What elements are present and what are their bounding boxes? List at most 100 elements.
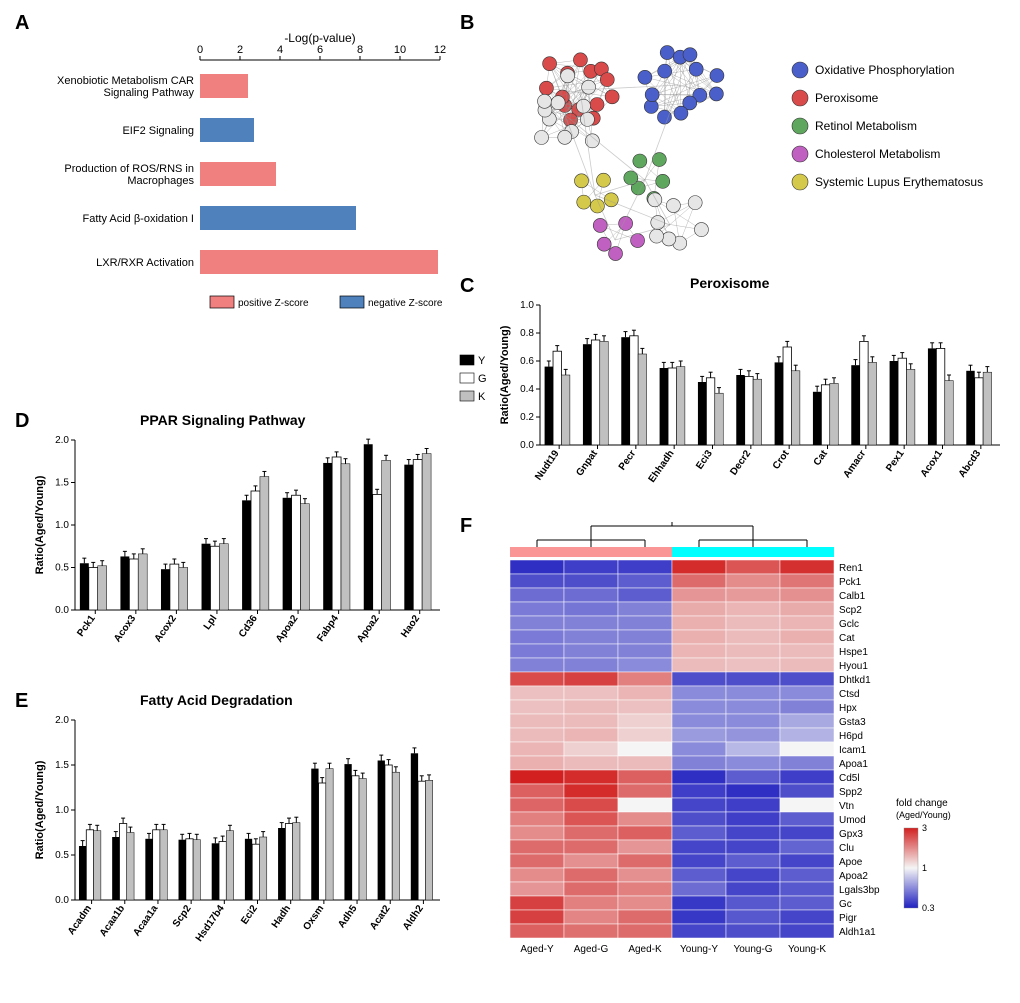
svg-text:0.0: 0.0 [55, 895, 69, 906]
svg-text:Acox1: Acox1 [919, 448, 945, 479]
panel-b-network: Oxidative Phosphorylation Peroxisome Retin… [470, 30, 1010, 290]
svg-text:(Aged/Young): (Aged/Young) [896, 810, 951, 820]
svg-text:Aged-K: Aged-K [628, 944, 662, 955]
svg-text:Pck1: Pck1 [839, 577, 862, 588]
panel-c-title: Peroxisome [690, 275, 769, 291]
svg-text:4: 4 [277, 44, 283, 56]
panel-c-chart: 0.00.20.40.60.81.0Ratio(Aged/Young)Nudt1… [470, 295, 1010, 515]
svg-text:3: 3 [922, 823, 927, 833]
panel-d-title: PPAR Signaling Pathway [140, 412, 305, 428]
svg-text:Acaa1b: Acaa1b [98, 903, 127, 938]
figure: A -Log(p-value)024681012Xenobiotic Metab… [10, 10, 1010, 993]
svg-text:Retinol Metabolism: Retinol Metabolism [815, 119, 917, 133]
svg-text:-Log(p-value): -Log(p-value) [284, 31, 355, 45]
svg-text:Signaling Pathway: Signaling Pathway [103, 87, 194, 99]
svg-text:Vtn: Vtn [839, 801, 854, 812]
svg-text:Oxsm: Oxsm [301, 903, 326, 932]
svg-text:Hyou1: Hyou1 [839, 661, 868, 672]
svg-text:positive Z-score: positive Z-score [238, 298, 309, 309]
svg-text:Apoa2: Apoa2 [274, 613, 301, 645]
svg-text:0.2: 0.2 [520, 412, 534, 423]
svg-text:Cd5l: Cd5l [839, 773, 860, 784]
svg-text:Amacr: Amacr [841, 448, 868, 480]
svg-text:Decr2: Decr2 [728, 448, 753, 477]
svg-text:Cat: Cat [812, 448, 831, 468]
svg-text:Eci2: Eci2 [239, 903, 260, 927]
svg-text:Gsta3: Gsta3 [839, 717, 866, 728]
svg-text:K: K [478, 391, 486, 403]
svg-text:Ren1: Ren1 [839, 563, 863, 574]
svg-text:Hsd17b4: Hsd17b4 [194, 903, 227, 944]
svg-text:0.3: 0.3 [922, 903, 935, 913]
svg-text:Lgals3bp: Lgals3bp [839, 885, 880, 896]
svg-text:Hao2: Hao2 [399, 613, 422, 640]
panel-e-chart: 0.00.51.01.52.0Ratio(Aged/Young)AcadmAca… [20, 710, 450, 980]
panel-f-label: F [460, 515, 472, 538]
svg-text:Gc: Gc [839, 899, 852, 910]
svg-text:1.5: 1.5 [55, 478, 69, 489]
svg-text:Aldh2: Aldh2 [401, 903, 426, 932]
svg-text:Cd36: Cd36 [237, 613, 260, 640]
panel-f-heatmap: Ren1Pck1Calb1Scp2GclcCatHspe1Hyou1Dhtkd1… [480, 520, 1010, 990]
svg-text:Calb1: Calb1 [839, 591, 866, 602]
svg-text:Acox2: Acox2 [153, 613, 179, 644]
svg-text:Lpl: Lpl [202, 613, 220, 632]
svg-text:negative Z-score: negative Z-score [368, 298, 443, 309]
svg-text:1.0: 1.0 [520, 300, 534, 311]
svg-text:Abcd3: Abcd3 [957, 448, 984, 480]
svg-text:Young-Y: Young-Y [680, 944, 718, 955]
panel-d-chart: 0.00.51.01.52.0Ratio(Aged/Young)Pck1Acox… [20, 430, 450, 680]
svg-text:0.0: 0.0 [520, 440, 534, 451]
svg-text:8: 8 [357, 44, 363, 56]
svg-text:fold change: fold change [896, 798, 948, 809]
panel-a-chart: -Log(p-value)024681012Xenobiotic Metabol… [20, 30, 450, 320]
svg-text:Pex1: Pex1 [884, 448, 907, 474]
svg-text:Acaa1a: Acaa1a [131, 903, 160, 938]
svg-text:Umod: Umod [839, 815, 866, 826]
svg-text:Cat: Cat [839, 633, 855, 644]
svg-text:0.5: 0.5 [55, 850, 69, 861]
svg-text:H6pd: H6pd [839, 731, 863, 742]
svg-text:LXR/RXR Activation: LXR/RXR Activation [96, 257, 194, 269]
svg-text:Y: Y [478, 355, 486, 367]
svg-text:0.5: 0.5 [55, 563, 69, 574]
svg-text:Nudt19: Nudt19 [533, 448, 562, 482]
svg-text:Cholesterol Metabolism: Cholesterol Metabolism [815, 147, 940, 161]
svg-text:2.0: 2.0 [55, 435, 69, 446]
svg-text:Apoe: Apoe [839, 857, 863, 868]
svg-text:10: 10 [394, 44, 406, 56]
svg-text:Acox3: Acox3 [112, 613, 138, 644]
svg-text:Hpx: Hpx [839, 703, 857, 714]
svg-text:Ratio(Aged/Young): Ratio(Aged/Young) [34, 475, 46, 574]
svg-text:Aged-G: Aged-G [574, 944, 609, 955]
svg-text:Spp2: Spp2 [839, 787, 863, 798]
svg-text:Ctsd: Ctsd [839, 689, 860, 700]
svg-text:Ratio(Aged/Young): Ratio(Aged/Young) [499, 325, 511, 424]
svg-text:1: 1 [922, 863, 927, 873]
svg-text:Ratio(Aged/Young): Ratio(Aged/Young) [34, 760, 46, 859]
svg-text:Pck1: Pck1 [75, 613, 98, 639]
svg-text:Ehhadh: Ehhadh [647, 448, 677, 484]
svg-text:1.0: 1.0 [55, 805, 69, 816]
svg-text:Gclc: Gclc [839, 619, 859, 630]
svg-text:Apoa2: Apoa2 [355, 613, 382, 645]
svg-text:Oxidative Phosphorylation: Oxidative Phosphorylation [815, 63, 954, 77]
svg-text:Crot: Crot [771, 448, 792, 472]
svg-text:0.8: 0.8 [520, 328, 534, 339]
svg-text:Pigr: Pigr [839, 913, 857, 924]
svg-text:Peroxisome: Peroxisome [815, 91, 879, 105]
svg-text:Apoa1: Apoa1 [839, 759, 868, 770]
svg-text:Aldh1a1: Aldh1a1 [839, 927, 876, 938]
svg-text:Fatty Acid β-oxidation I: Fatty Acid β-oxidation I [83, 213, 195, 225]
svg-text:Xenobiotic Metabolism CAR: Xenobiotic Metabolism CAR [57, 75, 194, 87]
svg-text:Adh5: Adh5 [336, 903, 360, 930]
svg-text:Icam1: Icam1 [839, 745, 867, 756]
svg-text:Hspe1: Hspe1 [839, 647, 868, 658]
svg-text:2.0: 2.0 [55, 715, 69, 726]
svg-text:Acadm: Acadm [66, 903, 94, 937]
svg-text:Dhtkd1: Dhtkd1 [839, 675, 871, 686]
svg-text:Scp2: Scp2 [171, 903, 194, 929]
svg-text:1.0: 1.0 [55, 520, 69, 531]
svg-text:G: G [478, 373, 487, 385]
svg-text:EIF2 Signaling: EIF2 Signaling [122, 125, 194, 137]
